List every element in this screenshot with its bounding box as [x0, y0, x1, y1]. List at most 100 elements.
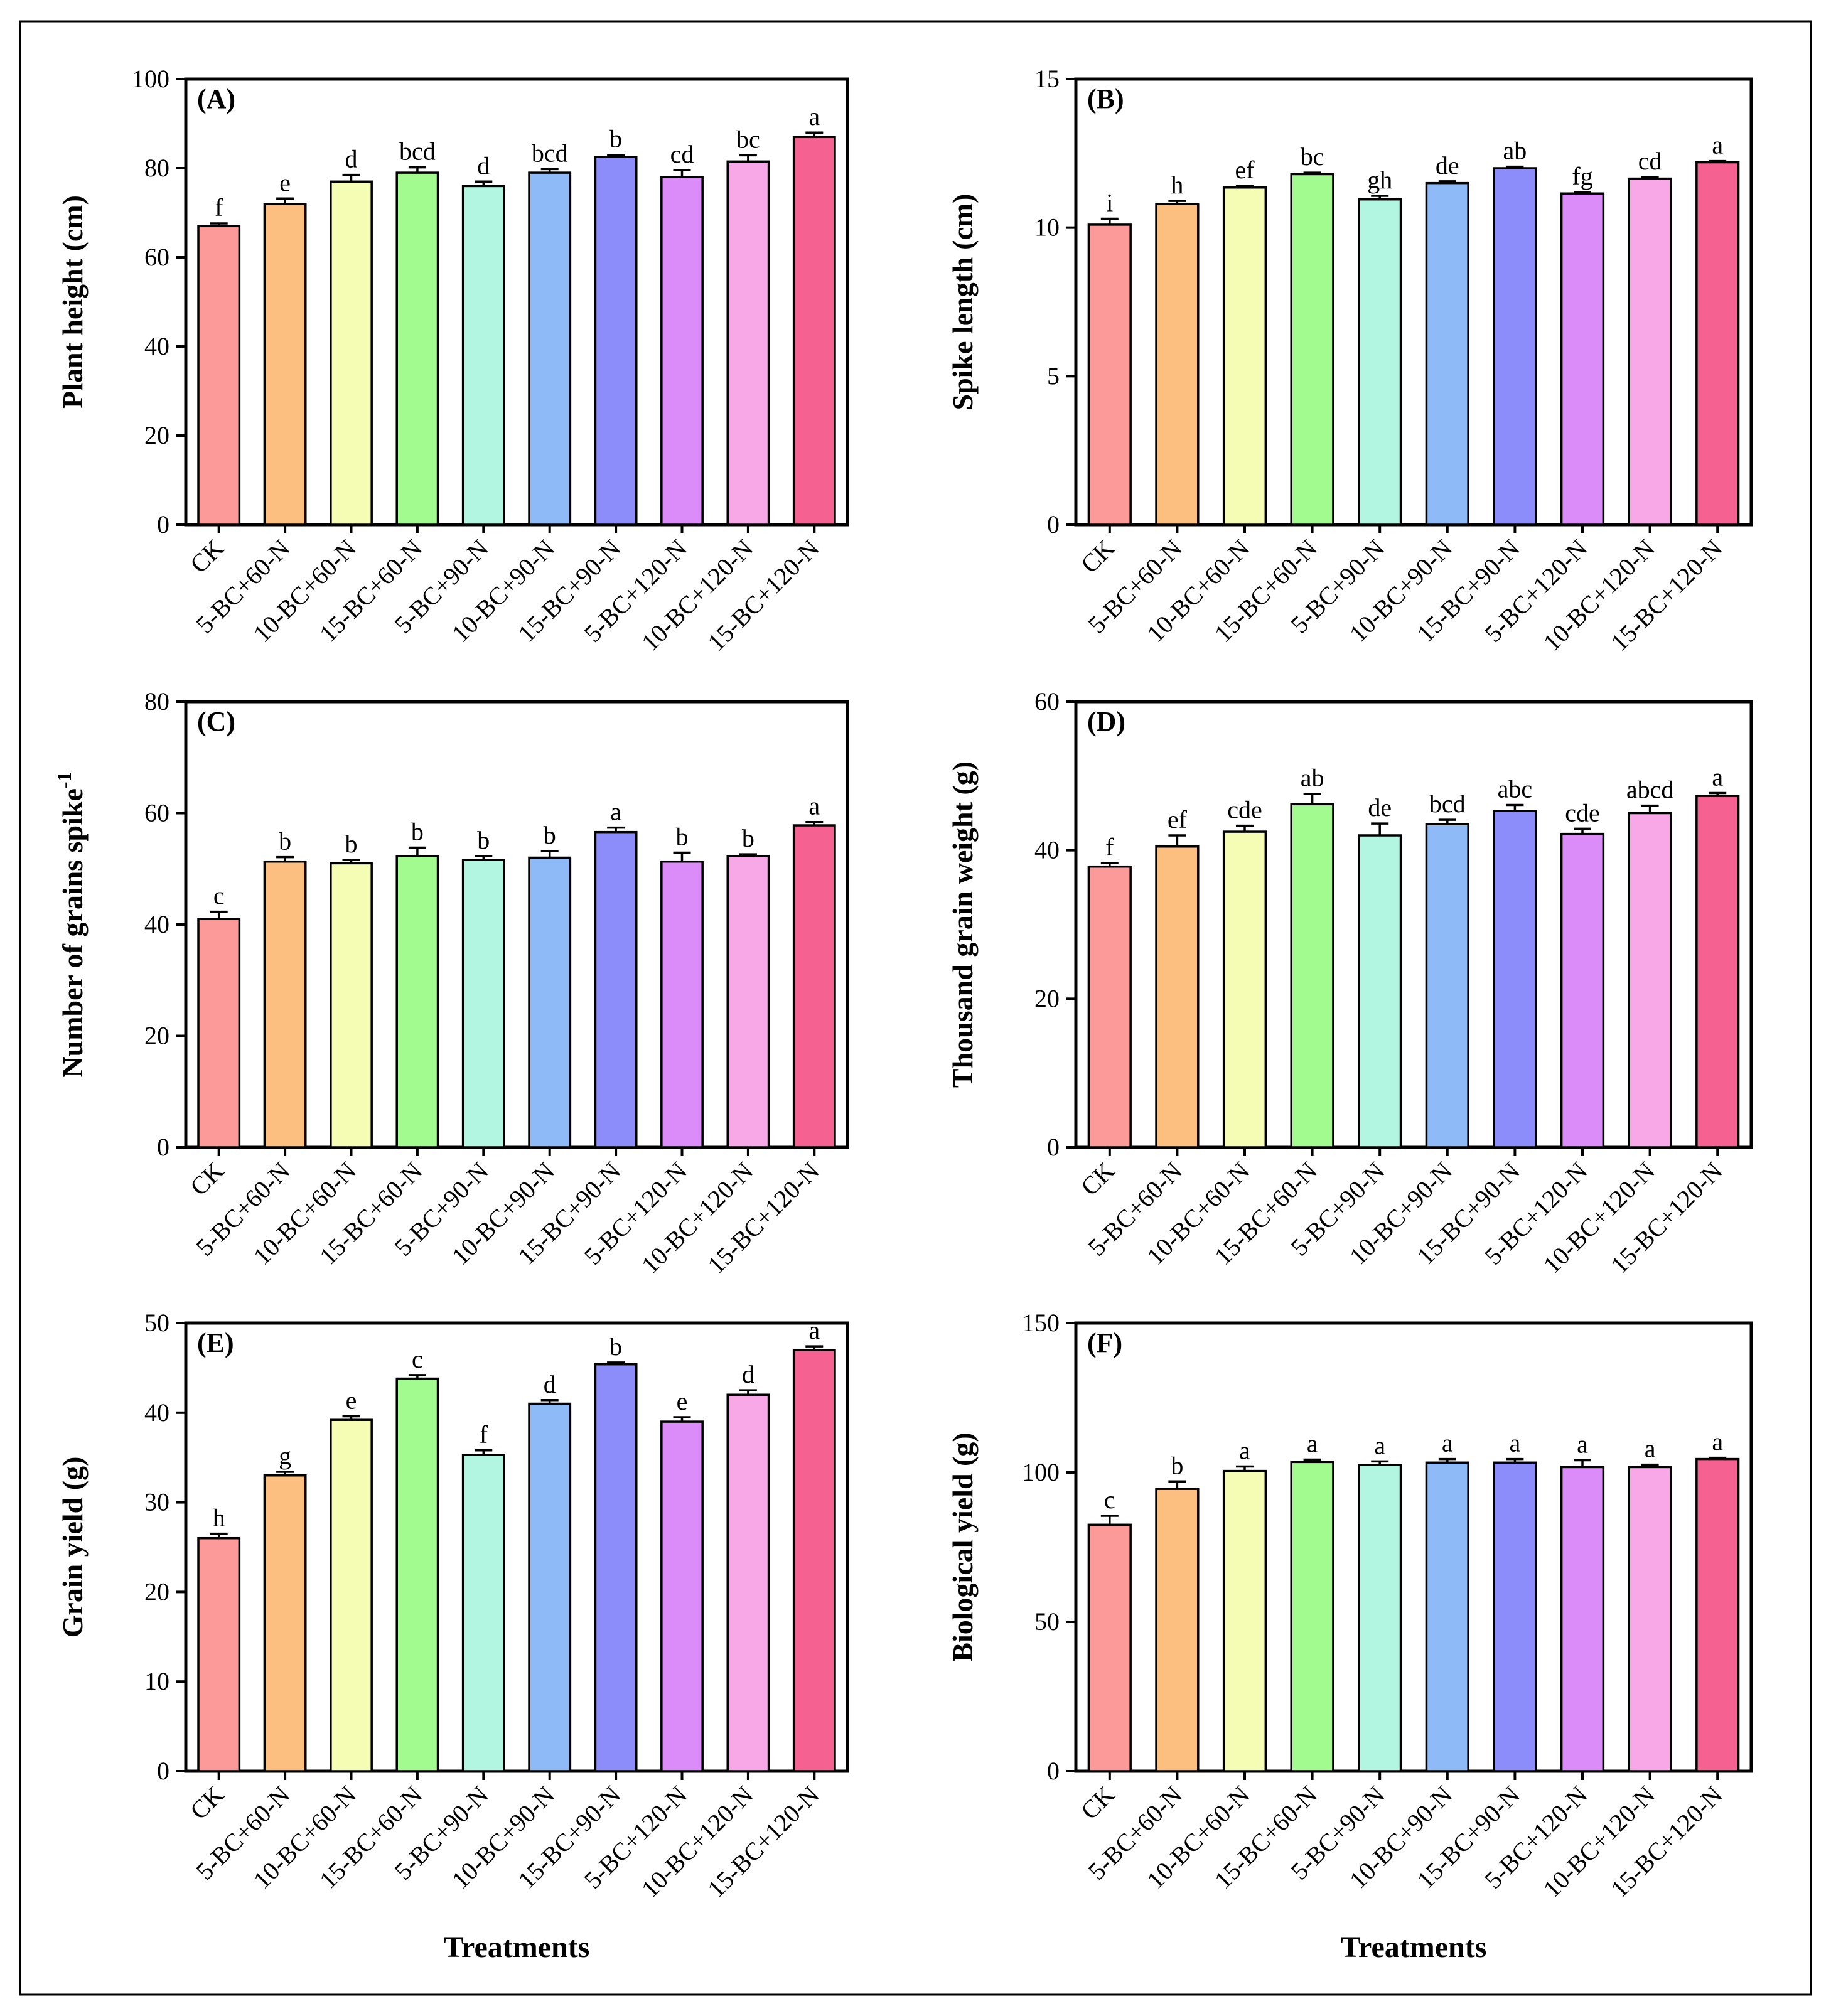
significance-letter: c	[412, 1345, 423, 1373]
significance-letter: a	[1374, 1431, 1385, 1459]
bar	[594, 1363, 638, 1772]
plot-frame	[1074, 1321, 1753, 1773]
panel-tag: (F)	[1087, 1327, 1122, 1358]
significance-letter: a	[1712, 763, 1723, 791]
y-tick-label: 0	[157, 1133, 169, 1161]
bar	[1087, 865, 1132, 1149]
y-tick-label: 40	[144, 910, 169, 938]
x-axis-label: Treatments	[444, 1931, 590, 1964]
y-tick-label: 0	[157, 1757, 169, 1785]
significance-letter: c	[1104, 1486, 1115, 1514]
significance-letter: f	[480, 1420, 488, 1449]
bar	[263, 860, 307, 1149]
y-tick-label: 30	[144, 1488, 169, 1516]
significance-letter: d	[544, 1370, 556, 1398]
significance-letter: de	[1436, 151, 1459, 180]
bar	[1155, 203, 1200, 526]
significance-letter: bc	[1301, 142, 1324, 171]
plot-frame	[184, 77, 849, 527]
bar	[1087, 223, 1132, 526]
significance-letter: ef	[1168, 805, 1188, 834]
bar	[263, 203, 307, 526]
y-tick-label: 15	[1034, 65, 1060, 93]
bar	[1493, 810, 1537, 1149]
y-axis-label: Biological yield (g)	[947, 1432, 979, 1661]
y-tick-label: 150	[1022, 1309, 1060, 1337]
bar	[1695, 161, 1740, 526]
y-tick-label: 20	[144, 421, 169, 449]
significance-letter: a	[1442, 1429, 1453, 1457]
significance-letter: f	[1105, 833, 1114, 861]
significance-letter: fg	[1572, 162, 1592, 190]
bar	[726, 1393, 770, 1772]
significance-letter: h	[213, 1504, 225, 1532]
y-tick-label: 5	[1047, 362, 1060, 390]
y-tick-label: 60	[144, 799, 169, 827]
bar	[1425, 1461, 1469, 1772]
significance-letter: abcd	[1626, 776, 1674, 804]
y-tick-label: 80	[144, 687, 169, 716]
plot-frame	[1074, 77, 1753, 527]
panel-tag: (E)	[197, 1327, 234, 1358]
significance-letter: e	[346, 1386, 357, 1415]
bar	[395, 171, 439, 526]
significance-letter: a	[1577, 1430, 1588, 1458]
bar	[660, 176, 704, 526]
bar	[197, 225, 241, 526]
y-tick-label: 20	[1034, 984, 1060, 1012]
y-tick-label: 10	[1034, 213, 1060, 242]
significance-letter: cde	[1565, 798, 1600, 827]
significance-letter: d	[345, 145, 358, 173]
significance-letter: a	[1510, 1429, 1521, 1457]
significance-letter: a	[1307, 1430, 1318, 1458]
bar	[330, 180, 373, 526]
significance-letter: ab	[1301, 764, 1324, 792]
bar	[1628, 177, 1672, 526]
y-tick-label: 20	[144, 1022, 169, 1050]
significance-letter: g	[279, 1442, 291, 1470]
bar	[1560, 832, 1605, 1149]
significance-letter: e	[677, 1387, 688, 1415]
plot-frame	[184, 1321, 849, 1773]
significance-letter: b	[1171, 1451, 1183, 1479]
y-tick-label: 40	[144, 332, 169, 360]
y-tick-label: 100	[1022, 1458, 1060, 1486]
bar	[1358, 1464, 1402, 1772]
y-tick-label: 80	[144, 154, 169, 182]
bar	[726, 160, 770, 526]
significance-letter: f	[215, 193, 223, 222]
panel-tag: (A)	[197, 83, 235, 114]
bar	[1493, 1461, 1537, 1772]
panel-tag: (B)	[1087, 83, 1124, 114]
bar	[1628, 812, 1672, 1149]
significance-letter: c	[213, 882, 225, 910]
bar	[461, 859, 505, 1149]
y-axis-label: Grain yield (g)	[56, 1457, 89, 1638]
significance-letter: a	[1712, 1428, 1723, 1456]
significance-letter: a	[1239, 1436, 1250, 1464]
bar	[1222, 1469, 1267, 1772]
panel-C: 020406080cCKb5-BC+60-Nb10-BC+60-Nb15-BC+…	[53, 687, 849, 1279]
y-axis-label: Spike length (cm)	[947, 194, 979, 410]
significance-letter: d	[742, 1360, 754, 1388]
bar	[792, 824, 836, 1149]
significance-letter: bcd	[1429, 790, 1466, 818]
significance-letter: bcd	[532, 139, 568, 167]
y-tick-label: 50	[1034, 1607, 1060, 1636]
bar	[330, 862, 373, 1149]
plot-frame	[1074, 700, 1753, 1149]
significance-letter: a	[1645, 1435, 1656, 1463]
bar	[1628, 1466, 1672, 1772]
significance-letter: a	[808, 102, 820, 131]
significance-letter: bcd	[399, 137, 436, 166]
bar	[1560, 192, 1605, 526]
y-tick-label: 10	[144, 1667, 169, 1695]
significance-letter: cd	[670, 140, 694, 168]
significance-letter: b	[676, 823, 689, 851]
bar	[1222, 186, 1267, 526]
significance-letter: d	[477, 151, 490, 180]
bar	[1695, 795, 1740, 1149]
significance-letter: i	[1106, 188, 1113, 217]
significance-letter: b	[411, 818, 424, 846]
